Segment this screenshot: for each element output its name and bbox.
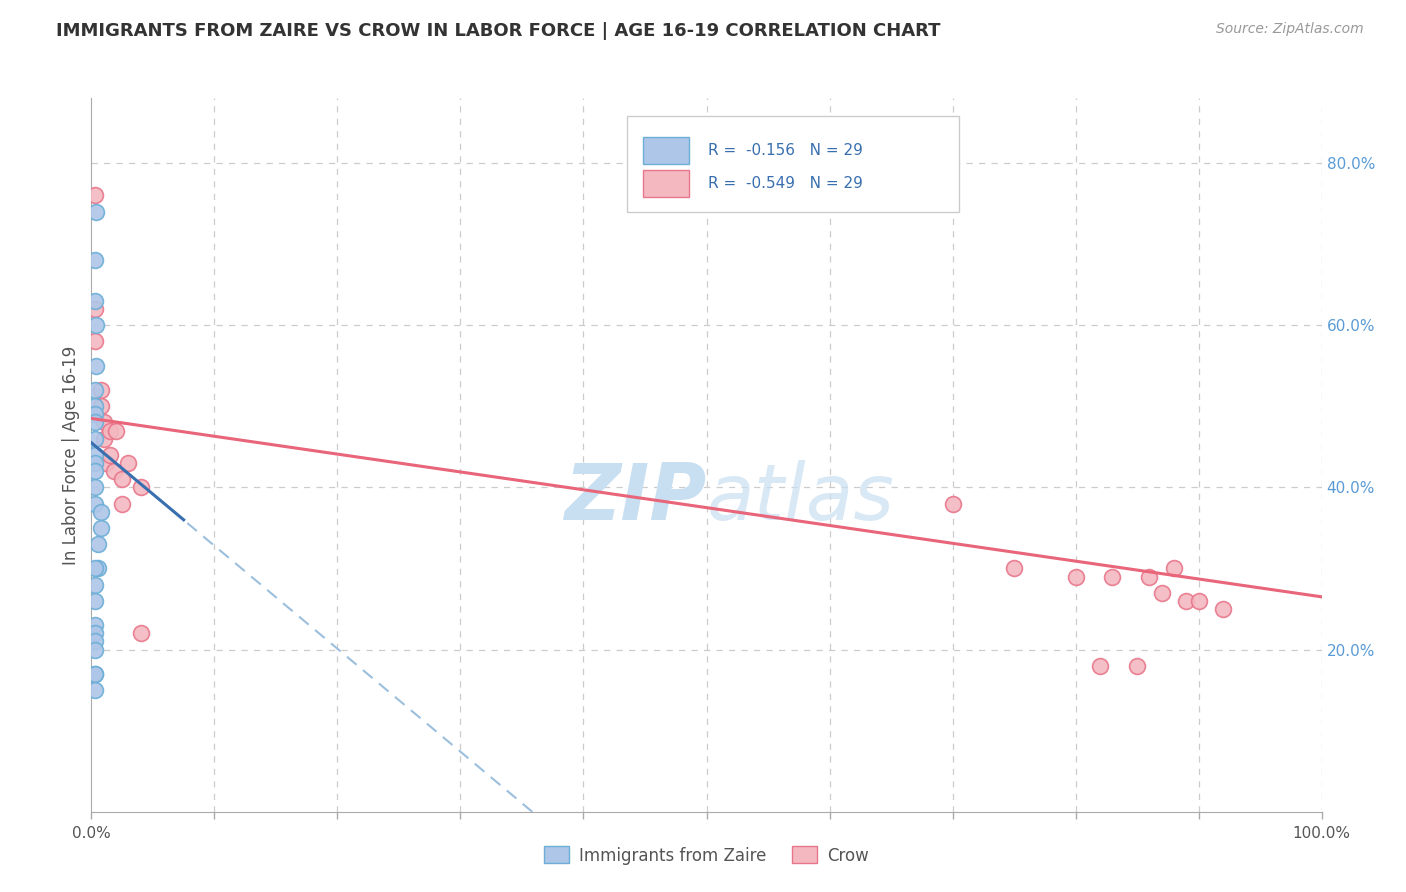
Point (1212, 602, 1234, 616)
FancyBboxPatch shape (627, 116, 959, 212)
Point (86, 204, 108, 219)
Point (84, 293, 107, 308)
Legend: Immigrants from Zaire, Crow: Immigrants from Zaire, Crow (537, 839, 876, 871)
Point (1175, 594, 1198, 608)
Text: R =  -0.549   N = 29: R = -0.549 N = 29 (707, 177, 863, 191)
Point (84, 334, 107, 349)
Point (93, 432, 115, 446)
Point (1002, 561, 1025, 575)
Point (941, 497, 963, 511)
Point (1163, 561, 1185, 575)
Point (103, 464, 125, 478)
Text: Source: ZipAtlas.com: Source: ZipAtlas.com (1216, 22, 1364, 37)
Point (84, 561, 107, 575)
Point (86, 359, 108, 373)
Point (84, 456, 107, 470)
Bar (643, 170, 689, 197)
Point (129, 480, 152, 494)
Point (1064, 569, 1087, 583)
Point (84, 577, 107, 591)
Text: IMMIGRANTS FROM ZAIRE VS CROW IN LABOR FORCE | AGE 16-19 CORRELATION CHART: IMMIGRANTS FROM ZAIRE VS CROW IN LABOR F… (56, 22, 941, 40)
Point (1139, 569, 1161, 583)
Point (111, 497, 134, 511)
Point (84, 497, 107, 511)
Point (84, 642, 107, 657)
Point (84, 626, 107, 640)
Text: ZIP: ZIP (564, 459, 706, 536)
Point (84, 618, 107, 632)
Point (1101, 569, 1123, 583)
Point (84, 416, 107, 430)
Point (84, 383, 107, 397)
Point (84, 634, 107, 648)
Point (84, 399, 107, 413)
Bar (643, 136, 689, 164)
Point (90, 383, 112, 397)
Point (84, 464, 107, 478)
Point (117, 456, 139, 470)
Point (86, 561, 108, 575)
Point (96, 456, 117, 470)
Point (84, 480, 107, 494)
Point (84, 253, 107, 268)
Point (84, 594, 107, 608)
Point (84, 666, 107, 681)
Point (84, 448, 107, 462)
Point (1150, 586, 1173, 600)
Point (84, 683, 107, 698)
Point (84, 408, 107, 422)
Point (93, 416, 115, 430)
Point (84, 188, 107, 202)
Point (84, 666, 107, 681)
Point (98, 448, 121, 462)
Text: R =  -0.156   N = 29: R = -0.156 N = 29 (707, 143, 863, 158)
Point (90, 521, 112, 535)
Point (129, 626, 152, 640)
Text: atlas: atlas (706, 459, 894, 536)
Point (86, 537, 108, 551)
Point (1187, 594, 1209, 608)
Point (90, 505, 112, 519)
Point (84, 432, 107, 446)
Point (1088, 658, 1111, 673)
Point (90, 399, 112, 413)
Point (105, 424, 127, 438)
Point (98, 424, 121, 438)
Point (86, 318, 108, 333)
Point (1126, 658, 1149, 673)
Point (111, 472, 134, 486)
Y-axis label: In Labor Force | Age 16-19: In Labor Force | Age 16-19 (62, 345, 80, 565)
Point (84, 301, 107, 316)
